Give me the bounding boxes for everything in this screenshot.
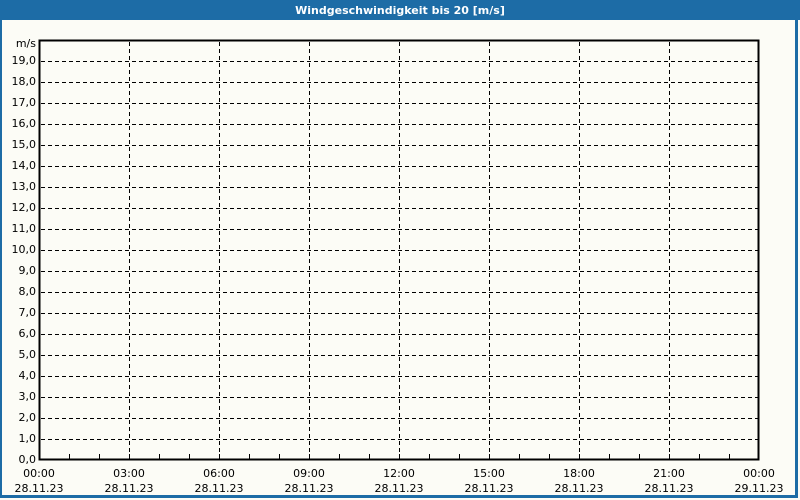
window-border-left <box>0 20 2 498</box>
window-border-bottom <box>0 495 798 498</box>
window-border-right <box>795 20 798 498</box>
title-bar: Windgeschwindigkeit bis 20 [m/s] <box>0 0 800 20</box>
plot-frame <box>38 39 760 461</box>
chart-title: Windgeschwindigkeit bis 20 [m/s] <box>295 3 505 17</box>
